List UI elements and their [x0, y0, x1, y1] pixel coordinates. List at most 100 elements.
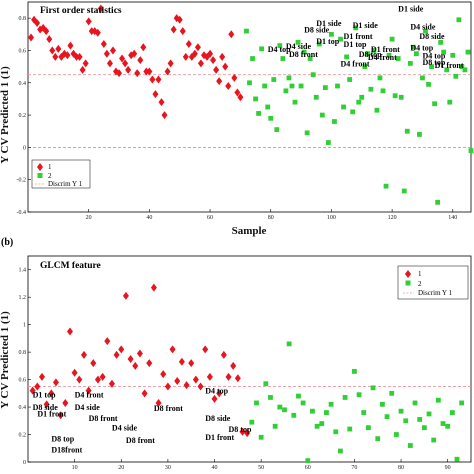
data-point-class-1: [76, 52, 83, 61]
data-point-class-2: [313, 94, 319, 100]
data-point-class-1: [113, 350, 120, 359]
data-point-class-2: [392, 93, 398, 99]
data-point-class-1: [85, 386, 92, 395]
data-point-class-1: [52, 52, 59, 61]
chart-glcm-feature: (b) 10 20 30 40 50 60 70 80 90 0 0.2 0.4 0.6 0.8 1 1.2…: [0, 237, 472, 471]
data-point-class-2: [272, 423, 278, 429]
data-point-class-2: [291, 412, 297, 418]
data-point-class-1: [230, 361, 237, 370]
data-point-class-1: [97, 4, 104, 13]
data-point-class-2: [432, 101, 437, 107]
data-point-class-2: [310, 72, 316, 78]
data-point-class-1: [100, 40, 107, 48]
y-tick-label: 0.4: [19, 81, 27, 87]
legend-entry-1: 1: [418, 270, 422, 278]
y-tick-label: -0.2: [17, 178, 27, 184]
point-annotation: D1 side: [398, 5, 424, 14]
data-point-class-1: [103, 49, 110, 58]
data-point-class-2: [289, 83, 295, 89]
x-tick-label: 80: [398, 465, 404, 471]
legend-entry-2: 2: [418, 280, 422, 288]
point-annotation: D1 front: [344, 32, 373, 41]
data-point-class-1: [194, 43, 201, 52]
point-annotation: D18front: [51, 445, 82, 454]
point-annotation: D4 top: [410, 43, 433, 52]
data-point-class-2: [459, 64, 465, 70]
data-point-class-2: [286, 75, 292, 81]
data-point-class-1: [85, 17, 92, 26]
data-point-class-2: [341, 104, 346, 110]
legend: 1 2 Discrim Y 1: [397, 265, 469, 300]
data-point-class-1: [49, 46, 56, 55]
data-point-class-2: [265, 104, 271, 110]
point-annotation: D4 side: [75, 403, 101, 412]
point-annotation: D8 front: [89, 414, 118, 423]
point-annotation: D4 top: [268, 45, 291, 54]
data-point-class-1: [219, 52, 226, 61]
data-point-class-1: [149, 75, 156, 84]
data-point-class-1: [55, 44, 62, 53]
data-point-class-1: [143, 67, 150, 76]
data-point-class-2: [350, 109, 356, 115]
data-point-class-1: [213, 65, 220, 74]
data-point-class-1: [164, 382, 171, 391]
data-point-class-2: [444, 67, 450, 73]
data-point-class-2: [254, 400, 259, 406]
data-point-class-2: [423, 28, 428, 34]
legend-entry-threshold: Discrim Y 1: [48, 180, 83, 188]
data-point-class-1: [183, 381, 190, 390]
point-annotation: D1 top: [344, 40, 367, 49]
data-point-class-1: [170, 25, 177, 34]
point-annotation: D4 front: [75, 390, 104, 399]
data-point-class-2: [335, 83, 340, 89]
data-point-class-1: [67, 41, 74, 50]
data-point-class-2: [274, 127, 280, 133]
data-point-class-2: [447, 99, 453, 105]
data-point-class-2: [383, 183, 389, 189]
data-point-class-2: [417, 417, 423, 422]
x-tick-label: 20: [86, 215, 92, 221]
data-point-class-2: [347, 426, 353, 432]
data-point-class-2: [310, 408, 315, 414]
data-point-class-1: [80, 350, 87, 359]
data-point-class-2: [268, 115, 274, 121]
data-point-class-1: [234, 374, 241, 383]
data-point-class-1: [182, 52, 189, 61]
data-point-class-1: [64, 51, 71, 60]
data-point-class-2: [368, 86, 374, 92]
y-tick-label: 1.2: [19, 295, 27, 301]
data-point-class-1: [29, 386, 36, 395]
data-point-class-1: [38, 372, 45, 381]
y-tick-label: 0.2: [19, 433, 27, 439]
data-point-class-2: [298, 83, 304, 89]
x-tick-label: 140: [448, 215, 457, 221]
data-point-class-1: [34, 19, 41, 27]
data-point-class-1: [132, 361, 139, 370]
data-point-class-2: [258, 434, 264, 440]
data-point-class-2: [393, 432, 399, 437]
point-annotation: D8 top: [422, 58, 445, 67]
y-axis-label: Y CV Predicted 1 (1): [0, 311, 11, 409]
data-point-class-2: [280, 56, 286, 61]
data-point-class-2: [256, 111, 262, 116]
panel-label: (b): [1, 237, 13, 248]
legend-square-marker: [405, 280, 411, 286]
data-point-class-2: [395, 56, 401, 61]
data-point-class-1: [141, 389, 148, 398]
data-point-class-1: [150, 283, 157, 292]
data-point-class-2: [413, 51, 419, 57]
data-point-class-1: [43, 400, 50, 409]
data-point-class-1: [174, 376, 181, 385]
legend-diamond-marker: [37, 163, 43, 171]
data-point-class-1: [188, 359, 195, 368]
data-point-class-2: [417, 132, 422, 137]
y-tick-label: -0.4: [17, 210, 27, 216]
data-point-class-1: [216, 77, 223, 86]
data-point-class-1: [94, 375, 101, 384]
chart-title: GLCM feature: [40, 261, 101, 271]
data-point-class-2: [283, 88, 289, 94]
data-point-class-2: [456, 17, 462, 23]
data-point-class-1: [48, 389, 55, 398]
point-annotation: D8 front: [126, 436, 155, 445]
